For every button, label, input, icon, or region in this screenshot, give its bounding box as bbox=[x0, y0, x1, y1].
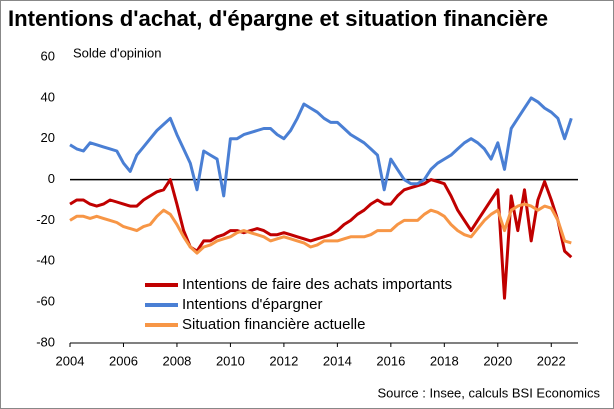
x-tick-label: 2018 bbox=[430, 353, 459, 368]
x-tick-label: 2004 bbox=[56, 353, 85, 368]
y-tick-label: -40 bbox=[36, 253, 55, 268]
y-tick-label: -20 bbox=[36, 212, 55, 227]
x-tick-label: 2014 bbox=[323, 353, 352, 368]
y-tick-label: -60 bbox=[36, 294, 55, 309]
legend-label: Situation financière actuelle bbox=[182, 316, 365, 333]
x-tick-label: 2006 bbox=[109, 353, 138, 368]
chart-title: Intentions d'achat, d'épargne et situati… bbox=[8, 6, 548, 31]
series-line bbox=[69, 202, 572, 255]
y-tick-label: 20 bbox=[41, 130, 55, 145]
y-tick-label: -80 bbox=[36, 334, 55, 349]
x-tick-label: 2012 bbox=[269, 353, 298, 368]
x-tick-label: 2008 bbox=[162, 353, 191, 368]
y-tick-label: 40 bbox=[41, 89, 55, 104]
x-tick-label: 2010 bbox=[216, 353, 245, 368]
legend-label: Intentions d'épargner bbox=[182, 296, 322, 313]
series-line bbox=[69, 178, 573, 300]
source: Source : Insee, calculs BSI Economics bbox=[377, 385, 600, 400]
x-tick-label: 2022 bbox=[537, 353, 566, 368]
y-axis-label: Solde d'opinion bbox=[73, 45, 162, 60]
legend-label: Intentions de faire des achats important… bbox=[182, 276, 452, 293]
series-line bbox=[69, 96, 573, 198]
y-tick-label: 0 bbox=[48, 171, 55, 186]
x-tick-label: 2020 bbox=[483, 353, 512, 368]
y-tick-label: 60 bbox=[41, 48, 55, 63]
x-tick-label: 2016 bbox=[376, 353, 405, 368]
